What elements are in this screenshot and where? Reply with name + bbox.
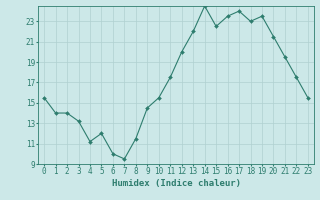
X-axis label: Humidex (Indice chaleur): Humidex (Indice chaleur) — [111, 179, 241, 188]
